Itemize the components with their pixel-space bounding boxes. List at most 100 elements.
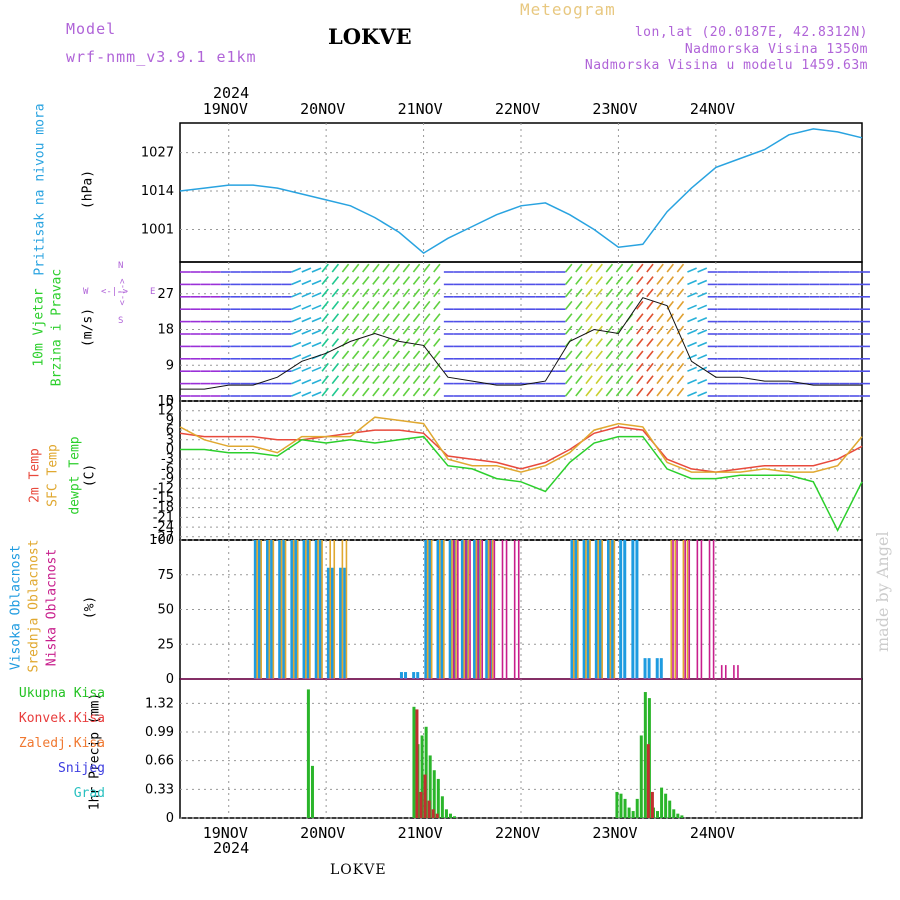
wind-barb xyxy=(605,362,614,372)
precip-bar xyxy=(646,744,650,818)
wind-barb xyxy=(341,387,350,397)
wind-barb xyxy=(605,350,614,360)
wind-barb xyxy=(615,362,624,372)
wind-barb xyxy=(595,362,603,372)
wind-barb xyxy=(697,292,708,298)
wind-barb xyxy=(382,325,390,335)
precip-bar xyxy=(432,770,436,818)
wind-barb xyxy=(565,387,573,397)
wind-barb xyxy=(575,338,583,347)
wind-barb xyxy=(575,387,583,397)
wind-barb xyxy=(362,313,370,323)
wind-barb xyxy=(372,375,380,385)
precip-bar xyxy=(660,787,664,818)
temp-panel-frame xyxy=(179,400,863,541)
temp-tick-label: -9 xyxy=(161,472,174,487)
precip-bar xyxy=(619,793,623,818)
wind-barb xyxy=(687,279,697,286)
wind-barb xyxy=(331,338,340,347)
wind-barb xyxy=(301,378,312,385)
wind-barb xyxy=(605,387,614,397)
wind-barb xyxy=(636,338,644,347)
wind-barb xyxy=(656,276,664,285)
wind-barb xyxy=(565,300,573,310)
wind-barb xyxy=(372,350,380,360)
wind-barb xyxy=(697,366,708,372)
cloud-tick-label: 0 xyxy=(166,672,174,687)
wind-barb xyxy=(422,338,431,347)
precip-bar xyxy=(623,798,627,818)
wind-barb xyxy=(422,276,431,285)
chart-title: LOKVE xyxy=(328,24,412,49)
wind-barb xyxy=(625,325,634,335)
wind-barb xyxy=(321,387,329,397)
wind-barb xyxy=(585,313,593,323)
wind-barb xyxy=(331,325,340,335)
temp-line-2 xyxy=(180,435,863,532)
wind-barb xyxy=(291,391,302,397)
precip-tick-label: 0.33 xyxy=(145,782,174,797)
wind-barb xyxy=(331,387,340,397)
compass-s: S xyxy=(118,316,124,326)
wind-barb xyxy=(402,288,411,298)
wind-barb xyxy=(291,378,302,385)
wind-barb xyxy=(392,276,400,285)
wind-barb xyxy=(595,350,603,360)
top-day-label: 19NOV xyxy=(202,100,248,118)
wind-barb xyxy=(697,354,708,360)
wind-barb xyxy=(625,263,634,273)
wind-barb xyxy=(433,338,441,347)
wind-barb xyxy=(687,304,697,310)
wind-barb xyxy=(301,366,312,372)
temp-line-0 xyxy=(179,426,863,473)
wind-barb xyxy=(605,313,614,323)
wind-barb xyxy=(331,313,340,323)
wind-barb xyxy=(412,300,421,310)
wind-barb xyxy=(565,375,573,385)
wind-barb xyxy=(341,313,350,323)
wind-barb xyxy=(666,375,674,385)
temp-tick-label: -24 xyxy=(153,520,174,535)
wind-barb xyxy=(687,391,697,397)
wind-barb xyxy=(656,325,664,335)
precip-bar xyxy=(627,807,631,818)
pressure-tick-label: 1027 xyxy=(141,146,174,161)
wind-barb xyxy=(351,313,360,323)
temp-line-1 xyxy=(179,416,863,473)
wind-barb xyxy=(372,276,380,285)
wind-barb xyxy=(625,387,634,397)
wind-barb xyxy=(697,316,708,323)
wind-barb xyxy=(362,325,370,335)
wind-barb xyxy=(341,276,350,285)
wind-barb xyxy=(382,276,390,285)
wind-barb xyxy=(331,276,340,285)
precip-bar xyxy=(306,689,310,818)
wind-barb xyxy=(301,279,312,286)
wind-barb xyxy=(351,350,360,360)
wind-barb xyxy=(351,276,360,285)
precip-bar xyxy=(676,813,680,818)
wind-barb xyxy=(351,300,360,310)
wind-barb xyxy=(433,375,441,385)
top-day-label: 22NOV xyxy=(495,100,541,118)
wind-barb xyxy=(341,325,350,335)
wind-barb xyxy=(676,362,685,372)
cloud-tick-label: 75 xyxy=(157,568,174,583)
precip-bar xyxy=(672,809,676,818)
wind-barb xyxy=(382,362,390,372)
bottom-day-label: 23NOV xyxy=(592,824,638,842)
wind-barb xyxy=(372,387,380,397)
wind-barb xyxy=(351,263,360,273)
wind-barb xyxy=(301,304,312,310)
pressure-tick-label: 1001 xyxy=(141,222,174,237)
wind-barb xyxy=(301,341,312,348)
wind-barb xyxy=(676,263,685,273)
wind-barb xyxy=(412,387,421,397)
wind-barb xyxy=(636,362,644,372)
wind-barb xyxy=(595,276,603,285)
model-value: wrf-nmm_v3.9.1 e1km xyxy=(66,48,257,66)
precip-bar xyxy=(444,809,448,818)
wind-barb xyxy=(646,350,654,360)
wind-barb xyxy=(687,329,697,335)
